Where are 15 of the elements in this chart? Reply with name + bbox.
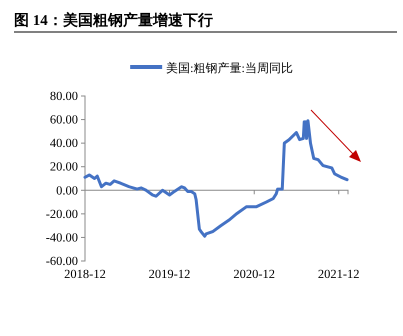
y-tick-label: 60.00 [50, 112, 78, 127]
chart-title: 图 14：美国粗钢产量增速下行 [14, 11, 213, 29]
y-tick-label: -20.00 [46, 206, 78, 221]
x-tick-label: 2018-12 [64, 267, 106, 281]
y-tick-label: 80.00 [50, 89, 78, 103]
y-tick-label: -40.00 [46, 230, 78, 244]
y-tick-label: 40.00 [50, 136, 78, 150]
x-tick-label: 2021-12 [318, 267, 360, 281]
y-tick-label: -60.00 [46, 254, 78, 268]
x-tick-label: 2019-12 [148, 267, 190, 281]
x-tick-label: 2020-12 [233, 267, 276, 281]
line-series [84, 119, 349, 238]
y-tick-label: 20.00 [50, 160, 78, 174]
y-tick-label: 0.00 [56, 183, 78, 198]
legend-label: 美国:粗钢产量:当周同比 [166, 61, 293, 75]
